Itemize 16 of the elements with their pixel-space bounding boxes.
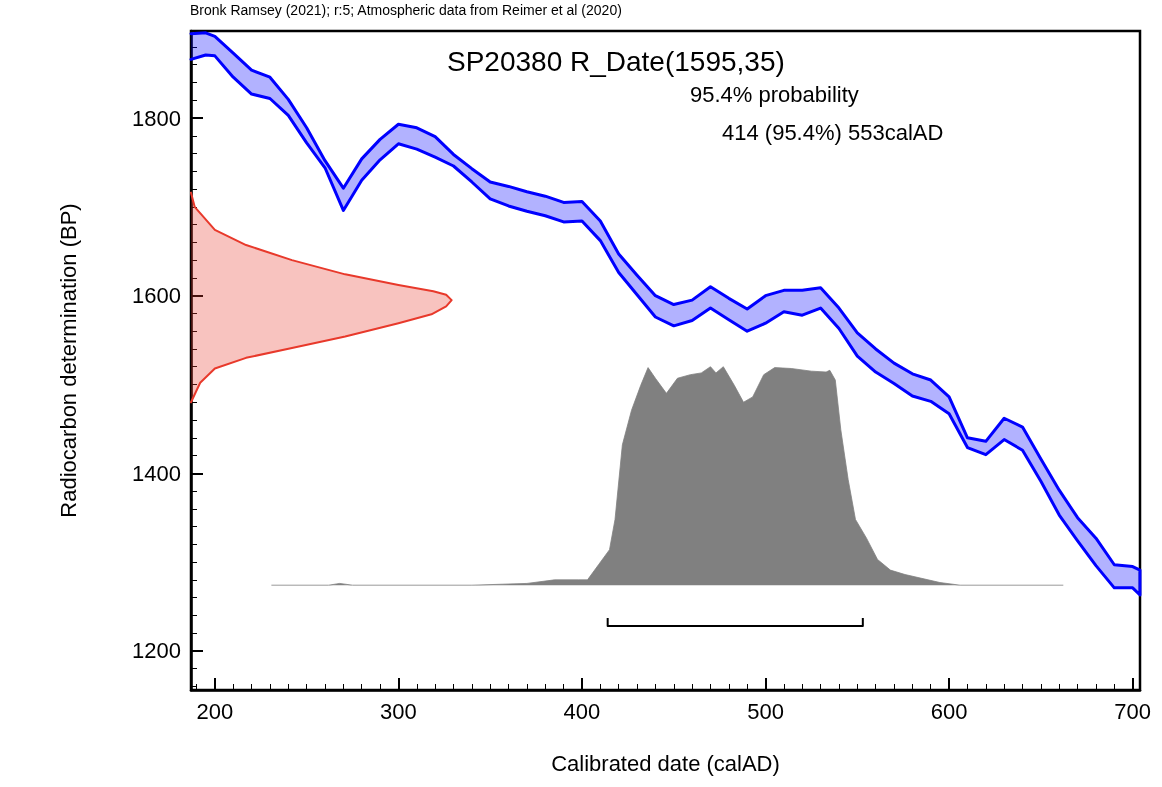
y-tick-label: 1600 <box>132 283 181 309</box>
y-tick-label: 1800 <box>132 105 181 131</box>
x-tick-label: 500 <box>747 698 784 724</box>
x-tick-label: 400 <box>563 698 601 724</box>
annotation: 414 (95.4%) 553calAD <box>722 119 944 145</box>
x-tick-label: 600 <box>930 698 968 724</box>
annotation: 95.4% probability <box>690 81 859 107</box>
text: SP20380 R_Date(1595,35) <box>447 45 785 77</box>
y-tick-label: 1200 <box>132 638 181 664</box>
x-tick-label: 200 <box>196 698 234 724</box>
x-tick-label: 700 <box>1114 698 1152 724</box>
text: Bronk Ramsey (2021); r:5; Atmospheric data from Reimer et al (2020) <box>190 2 622 18</box>
y-axis-title: Radiocarbon determination (BP) <box>55 203 81 518</box>
x-tick-label: 300 <box>380 698 417 724</box>
x-axis-title: Calibrated date (calAD) <box>551 750 780 776</box>
y-tick-label: 1400 <box>132 460 181 486</box>
